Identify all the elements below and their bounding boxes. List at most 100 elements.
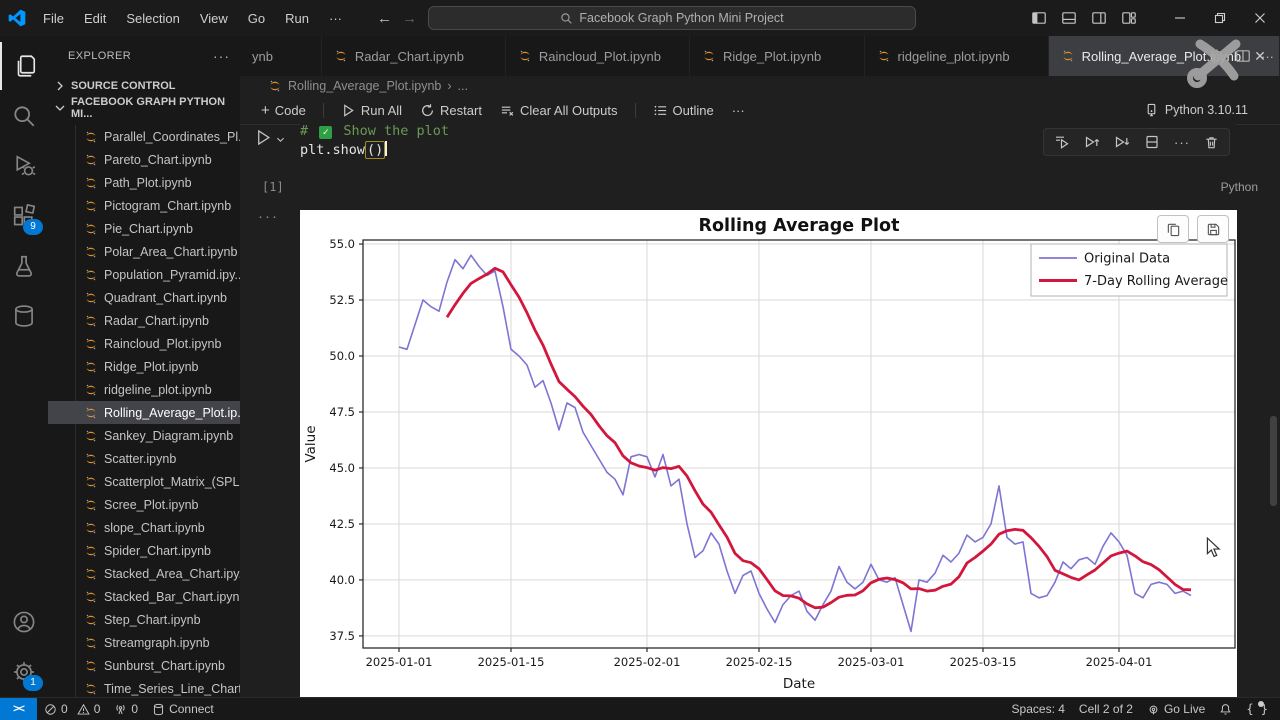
file-row[interactable]: Parallel_Coordinates_Pl... (48, 125, 240, 148)
file-row[interactable]: Stacked_Area_Chart.ipy... (48, 562, 240, 585)
activity-run-and-debug[interactable] (0, 142, 48, 190)
tab-ridge_plot-ipynb[interactable]: Ridge_Plot.ipynb (689, 36, 865, 76)
notebook-file-icon (84, 498, 98, 512)
activity-explorer[interactable] (0, 42, 50, 90)
tab-radar_chart-ipynb[interactable]: Radar_Chart.ipynb (321, 36, 506, 76)
explorer-more-actions[interactable]: ··· (213, 47, 230, 64)
menu-go[interactable]: Go (247, 10, 266, 26)
connect-button[interactable]: Connect (145, 698, 221, 720)
split-cell-icon[interactable] (1144, 134, 1160, 150)
execute-cell-and-below-icon[interactable] (1114, 134, 1130, 150)
more-actions-icon[interactable]: ··· (1261, 48, 1274, 64)
formatter-status[interactable]: { } (1239, 698, 1280, 720)
minimize-button[interactable] (1160, 0, 1200, 35)
file-row[interactable]: Ridge_Plot.ipynb (48, 355, 240, 378)
run-cell-button[interactable] (254, 128, 273, 147)
file-row[interactable]: Raincloud_Plot.ipynb (48, 332, 240, 355)
file-row[interactable]: Pareto_Chart.ipynb (48, 148, 240, 171)
remote-indicator[interactable]: >< (0, 698, 37, 720)
customize-layout-icon[interactable] (1116, 5, 1142, 31)
file-row[interactable]: Step_Chart.ipynb (48, 608, 240, 631)
activity-settings[interactable]: 1 (0, 648, 48, 696)
menu-run[interactable]: Run (285, 10, 309, 26)
activity-search[interactable] (0, 92, 48, 140)
file-row[interactable]: Time_Series_Line_Chart.... (48, 677, 240, 698)
delete-cell-icon[interactable] (1204, 135, 1219, 150)
nav-back-icon[interactable]: ← (377, 9, 392, 27)
toggle-secondary-sidebar-icon[interactable] (1086, 5, 1112, 31)
menu-selection[interactable]: Selection (126, 10, 180, 26)
outline-button[interactable]: Outline (646, 100, 721, 121)
output-collapse-icon[interactable]: ··· (258, 208, 279, 225)
split-editor-icon[interactable] (1235, 48, 1251, 64)
execute-cell-and-above-icon[interactable] (1084, 134, 1100, 150)
toggle-sidebar-icon[interactable] (1026, 5, 1052, 31)
close-tab-icon[interactable]: ✕ (1254, 47, 1266, 64)
execute-above-cells-icon[interactable] (1054, 134, 1070, 150)
file-row[interactable]: Quadrant_Chart.ipynb (48, 286, 240, 309)
activity-testing[interactable] (0, 242, 48, 290)
file-row[interactable]: Scree_Plot.ipynb (48, 493, 240, 516)
kernel-picker[interactable]: Python 3.10.11 (1144, 96, 1248, 124)
tab-ynb[interactable]: ynb (240, 36, 322, 76)
file-row[interactable]: Streamgraph.ipynb (48, 631, 240, 654)
run-all-button[interactable]: Run All (334, 100, 409, 121)
toolbar-more-icon[interactable]: ··· (731, 102, 745, 118)
restart-button[interactable]: Restart (413, 100, 489, 121)
tab-ridgeline_plot-ipynb[interactable]: ridgeline_plot.ipynb (864, 36, 1049, 76)
save-output-button[interactable] (1197, 215, 1229, 243)
activity-database[interactable] (0, 292, 48, 340)
close-window-button[interactable] (1240, 0, 1280, 35)
file-row[interactable]: Stacked_Bar_Chart.ipynb (48, 585, 240, 608)
clear-all-outputs-button[interactable]: Clear All Outputs (493, 100, 625, 121)
notebook-file-icon (84, 360, 98, 374)
file-row[interactable]: Radar_Chart.ipynb (48, 309, 240, 332)
file-row[interactable]: Scatterplot_Matrix_(SPL... (48, 470, 240, 493)
cell-more-actions-icon[interactable]: ··· (1174, 134, 1190, 150)
go-live-button[interactable]: Go Live (1140, 698, 1212, 720)
restore-button[interactable] (1200, 0, 1240, 35)
activity-accounts[interactable] (0, 598, 48, 646)
file-row[interactable]: ridgeline_plot.ipynb (48, 378, 240, 401)
copy-output-button[interactable] (1157, 215, 1189, 243)
file-row[interactable]: Spider_Chart.ipynb (48, 539, 240, 562)
file-row[interactable]: Sunburst_Chart.ipynb (48, 654, 240, 677)
gear-icon[interactable] (1209, 48, 1225, 64)
file-row[interactable]: Pictogram_Chart.ipynb (48, 194, 240, 217)
menu-edit[interactable]: Edit (83, 10, 107, 26)
nav-forward-icon[interactable]: → (402, 9, 417, 27)
tab-raincloud_plot-ipynb[interactable]: Raincloud_Plot.ipynb (505, 36, 690, 76)
file-row[interactable]: Path_Plot.ipynb (48, 171, 240, 194)
notebook-file-icon (84, 291, 98, 305)
toggle-panel-icon[interactable] (1056, 5, 1082, 31)
database-icon (12, 304, 36, 328)
file-row[interactable]: Sankey_Diagram.ipynb (48, 424, 240, 447)
file-name: slope_Chart.ipynb (104, 520, 205, 535)
problems-indicator[interactable]: 0 0 (37, 698, 107, 720)
tab-label: ridgeline_plot.ipynb (897, 48, 1010, 64)
cell-language-label[interactable]: Python (1220, 180, 1258, 194)
editor-scrollbar[interactable] (1270, 416, 1277, 506)
menu-file[interactable]: File (43, 10, 64, 26)
file-row[interactable]: Rolling_Average_Plot.ip... (48, 401, 240, 424)
command-center-search[interactable]: Facebook Graph Python Mini Project (428, 6, 916, 30)
breadcrumb[interactable]: Rolling_Average_Plot.ipynb › ... (240, 76, 1280, 96)
activity-extensions[interactable]: 9 (0, 192, 48, 240)
file-row[interactable]: Scatter.ipynb (48, 447, 240, 470)
notifications-bell[interactable] (1212, 698, 1239, 720)
spaces-indicator[interactable]: Spaces: 4 (1011, 702, 1065, 716)
run-cell-dropdown-icon[interactable] (275, 134, 286, 145)
cell-position-indicator[interactable]: Cell 2 of 2 (1078, 702, 1133, 716)
add-code-cell-button[interactable]: + Code (261, 101, 306, 119)
file-row[interactable]: Pie_Chart.ipynb (48, 217, 240, 240)
menu-view[interactable]: View (199, 10, 228, 26)
file-row[interactable]: Population_Pyramid.ipy... (48, 263, 240, 286)
ports-indicator[interactable]: 0 (107, 698, 145, 720)
menu-[interactable]: ··· (329, 10, 342, 26)
file-row[interactable]: slope_Chart.ipynb (48, 516, 240, 539)
kernel-icon (1144, 103, 1159, 118)
file-name: Quadrant_Chart.ipynb (104, 290, 227, 305)
section-project-folder[interactable]: FACEBOOK GRAPH PYTHON MI... (48, 96, 240, 120)
file-row[interactable]: Polar_Area_Chart.ipynb (48, 240, 240, 263)
section-source-control[interactable]: SOURCE CONTROL (48, 75, 240, 97)
